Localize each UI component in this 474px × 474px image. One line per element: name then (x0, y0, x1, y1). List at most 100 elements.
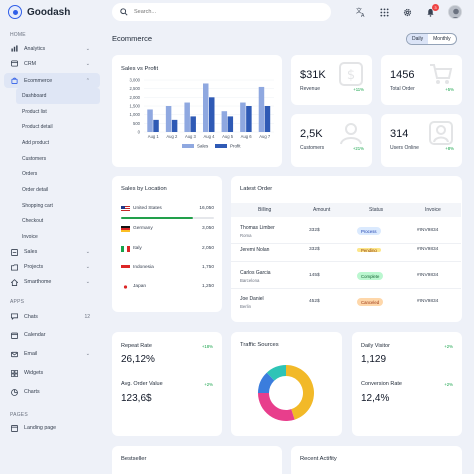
table-row[interactable]: Carlos Garcia Barcelona 145$ Complete #I… (231, 263, 461, 289)
widgets-icon (10, 369, 18, 377)
legend-label: Sales (197, 144, 209, 149)
avg-order-value-value: 123,6$ (121, 393, 152, 404)
range-monthly-button[interactable]: Monthly (433, 36, 451, 42)
sidebar-subitem-checkout[interactable]: Checkout (22, 218, 44, 225)
shopping-bag-icon (10, 77, 18, 85)
sidebar-item-label: Projects (24, 264, 44, 271)
notification-bell-icon[interactable]: 3 (425, 4, 439, 17)
x-tick-label: Aug 4 (204, 134, 216, 139)
conversion-rate-value: 12,4% (361, 393, 390, 404)
column-header-amount: Amount (313, 207, 331, 213)
card-title: Recent Actifity (300, 456, 337, 462)
x-tick-label: Aug 6 (241, 134, 253, 139)
range-daily-button[interactable]: Daily (407, 34, 429, 44)
sidebar-subitem-orders[interactable]: Orders (22, 171, 38, 178)
legend-label: Profit (230, 144, 241, 149)
sidebar-subitem-shopping-cart[interactable]: Shopping cart (22, 202, 53, 209)
location-value: 1,750 (201, 265, 214, 270)
japan-flag-icon (121, 284, 130, 290)
stat-change: +8% (445, 146, 454, 151)
user-card-icon (429, 121, 453, 145)
chevron-up-icon: ⌃ (85, 77, 90, 84)
sidebar-item-crm[interactable]: CRM ⌄ (0, 56, 104, 71)
sidebar-subitem-dashboard[interactable]: Dashboard (16, 88, 100, 104)
sidebar-subitem-product-list[interactable]: Product list (22, 108, 47, 115)
sidebar-item-analytics[interactable]: Analytics ⌄ (0, 41, 104, 56)
projects-icon (10, 263, 18, 271)
location-row: Italy 2,050 (121, 243, 214, 265)
legend-swatch (215, 144, 227, 148)
chevron-down-icon: ⌄ (85, 279, 90, 286)
location-value: 3,050 (201, 226, 214, 231)
stat-change: +5% (445, 87, 454, 92)
status-badge: Canceled (357, 298, 384, 306)
section-title-home: HOME (10, 32, 26, 38)
avg-order-value-change: +2% (204, 382, 213, 387)
svg-text:文: 文 (356, 7, 362, 15)
sidebar-item-sales[interactable]: Sales ⌄ (0, 245, 104, 260)
sidebar-item-email[interactable]: Email ⌄ (0, 345, 104, 364)
order-amount: 145$ (309, 273, 320, 278)
location-row: Japan 1,250 (121, 281, 214, 303)
sidebar-subitem-customers[interactable]: Customers (22, 155, 47, 162)
user-icon (340, 123, 362, 145)
sidebar-subitem-add-product[interactable]: Add product (22, 139, 49, 146)
search-bar[interactable] (112, 3, 331, 21)
bar-profit (246, 106, 252, 132)
cart-icon (430, 64, 453, 84)
sidebar-item-smarthome[interactable]: Smarthome ⌄ (0, 275, 104, 290)
table-row[interactable]: Joe Daniel Berlin 452$ Canceled #INV9834 (231, 289, 461, 315)
sidebar-item-calendar[interactable]: Calendar (0, 326, 104, 345)
bar-sales (203, 83, 209, 132)
customer-name: Joe Daniel (240, 296, 264, 302)
apps-grid-icon[interactable] (379, 7, 389, 17)
sidebar-item-label: CRM (24, 60, 37, 67)
y-tick-label: 0 (138, 130, 141, 135)
location-value: 16,050 (199, 206, 214, 211)
italy-flag-icon (121, 246, 130, 252)
chevron-down-icon: ⌄ (85, 45, 90, 52)
card-title: Latest Order (240, 186, 273, 192)
stat-value: 2,5K (300, 128, 323, 140)
avg-order-value-label: Avg. Order Value (121, 381, 163, 387)
customer-name: Jeremi Nolan (240, 247, 270, 253)
chevron-down-icon: ⌄ (85, 249, 90, 256)
location-name: Italy (133, 246, 142, 251)
section-title-pages: PAGES (10, 411, 28, 418)
mail-icon (10, 350, 18, 358)
sidebar-item-projects[interactable]: Projects ⌄ (0, 260, 104, 275)
sidebar-subitem-order-detail[interactable]: Order detail (22, 186, 49, 193)
traffic-sources-card: Traffic Sources (231, 332, 342, 436)
sidebar-item-label: Chats (24, 313, 38, 320)
location-name: Indonesia (133, 265, 154, 270)
bar-profit (153, 119, 159, 132)
sidebar-item-label: Charts (24, 389, 40, 396)
sidebar-subitem-invoice[interactable]: Invoice (22, 234, 38, 241)
card-title: Sales by Location (121, 186, 167, 192)
sidebar-subitem-product-detail[interactable]: Product detail (22, 124, 53, 131)
sidebar-item-chats[interactable]: Chats 12 (0, 308, 104, 326)
table-row[interactable]: Jeremi Nolan 332$ Pending #INV9834 (231, 244, 461, 262)
table-row[interactable]: Thomas Limber Roma 332$ Process #INV9834 (231, 218, 461, 244)
stat-card-revenue: $ $31K Revenue +11% (291, 55, 372, 105)
conversion-rate-label: Conversion Rate (361, 381, 402, 387)
settings-gear-icon[interactable] (402, 7, 412, 17)
column-header-invoice: Invoice (425, 207, 441, 213)
sidebar-item-ecommerce[interactable]: Ecommerce ⌃ (4, 73, 100, 88)
sidebar-item-charts[interactable]: Charts (0, 383, 104, 402)
user-avatar[interactable] (448, 5, 462, 19)
repeat-rate-change: +18% (201, 344, 213, 349)
status-badge: Process (357, 227, 381, 235)
bar-profit (227, 116, 234, 132)
search-input[interactable] (134, 9, 314, 15)
y-tick-label: 1,500 (130, 104, 141, 109)
app-logo[interactable]: Goodash (8, 5, 70, 19)
sidebar-item-widgets[interactable]: Widgets (0, 364, 104, 383)
customer-city: Barcelona (240, 278, 260, 283)
stat-change: +11% (353, 87, 364, 92)
bestseller-card: Bestseller (112, 446, 282, 474)
sidebar-item-landing[interactable]: Landing page (0, 421, 104, 436)
bar-profit (264, 106, 271, 132)
x-tick-label: Aug 1 (148, 134, 160, 139)
